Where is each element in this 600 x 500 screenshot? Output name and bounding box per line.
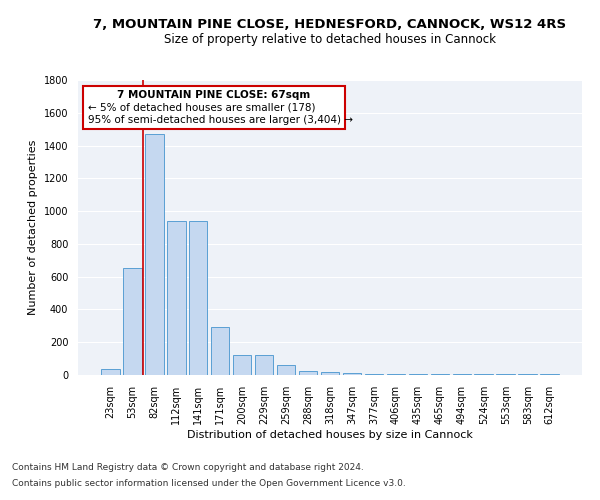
Bar: [365, 374, 383, 375]
FancyBboxPatch shape: [83, 86, 345, 128]
Bar: [475, 374, 493, 375]
Bar: [299, 371, 317, 375]
Bar: [145, 134, 164, 375]
Bar: [496, 374, 515, 375]
Text: Contains public sector information licensed under the Open Government Licence v3: Contains public sector information licen…: [12, 478, 406, 488]
Bar: [386, 374, 405, 375]
Bar: [189, 221, 208, 375]
Bar: [431, 374, 449, 375]
Bar: [101, 369, 119, 375]
Text: Contains HM Land Registry data © Crown copyright and database right 2024.: Contains HM Land Registry data © Crown c…: [12, 464, 364, 472]
Bar: [541, 374, 559, 375]
Text: 7 MOUNTAIN PINE CLOSE: 67sqm: 7 MOUNTAIN PINE CLOSE: 67sqm: [118, 90, 311, 101]
Y-axis label: Number of detached properties: Number of detached properties: [28, 140, 38, 315]
Bar: [123, 268, 142, 375]
Text: 7, MOUNTAIN PINE CLOSE, HEDNESFORD, CANNOCK, WS12 4RS: 7, MOUNTAIN PINE CLOSE, HEDNESFORD, CANN…: [94, 18, 566, 30]
Bar: [233, 354, 251, 375]
Bar: [167, 221, 185, 375]
Text: ← 5% of detached houses are smaller (178): ← 5% of detached houses are smaller (178…: [88, 102, 316, 113]
Text: 95% of semi-detached houses are larger (3,404) →: 95% of semi-detached houses are larger (…: [88, 115, 353, 125]
Bar: [211, 328, 229, 375]
Bar: [255, 354, 274, 375]
X-axis label: Distribution of detached houses by size in Cannock: Distribution of detached houses by size …: [187, 430, 473, 440]
Bar: [343, 372, 361, 375]
Bar: [409, 374, 427, 375]
Bar: [277, 365, 295, 375]
Bar: [320, 372, 340, 375]
Bar: [518, 374, 537, 375]
Text: Size of property relative to detached houses in Cannock: Size of property relative to detached ho…: [164, 32, 496, 46]
Bar: [452, 374, 471, 375]
